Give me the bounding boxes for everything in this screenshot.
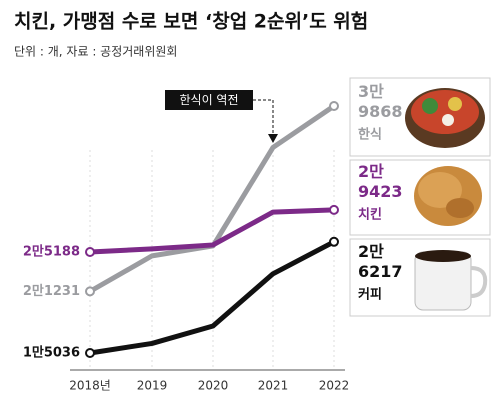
coffee-icon: [414, 250, 488, 311]
value-label: 2만 6217: [358, 242, 403, 281]
bibimbap-icon: [405, 88, 485, 148]
line: [89, 239, 336, 356]
value-label-line: 3만: [358, 82, 384, 101]
point-marker: [329, 101, 339, 111]
annotation-box: [165, 90, 253, 110]
value-label: 1만5036: [23, 345, 80, 361]
x-tick-label: 2020: [198, 379, 229, 393]
point-marker: [85, 348, 95, 358]
point-marker: [329, 236, 339, 247]
value-label: 2만1231: [23, 283, 80, 299]
x-tick-label: 2018년: [69, 379, 111, 393]
point-marker: [85, 286, 95, 297]
legend-label: 커피: [358, 288, 382, 303]
chicken-icon: [414, 166, 482, 226]
point-marker: [85, 247, 95, 258]
chart-subtitle: 단위 : 개, 자료 : 공정거래위원회: [14, 45, 177, 59]
legend-label: 치킨: [358, 207, 382, 223]
value-label-line: 9423: [358, 182, 403, 201]
value-label: 3만 9868: [358, 82, 403, 121]
x-tick-label: 2019: [137, 379, 168, 393]
x-tick-label: 2022: [319, 379, 350, 393]
annotation-arrowhead: [268, 134, 278, 143]
point-marker: [329, 204, 339, 215]
value-label-line: 2만: [358, 162, 384, 181]
legend-label: 한식: [358, 127, 382, 143]
line: [89, 207, 335, 255]
value-label-line: 6217: [358, 262, 403, 281]
x-tick-label: 2021: [258, 379, 289, 393]
value-label-line: 9868: [358, 102, 403, 121]
annotation-arrow: [253, 99, 274, 136]
value-label: 2만5188: [23, 244, 80, 260]
annotation: 한식이 역전: [179, 93, 238, 107]
value-label-line: 2만: [358, 242, 384, 261]
chart-title: 치킨, 가맹점 수로 보면 ‘창업 2순위’도 위험: [14, 11, 368, 33]
value-label: 2만 9423: [358, 162, 403, 201]
